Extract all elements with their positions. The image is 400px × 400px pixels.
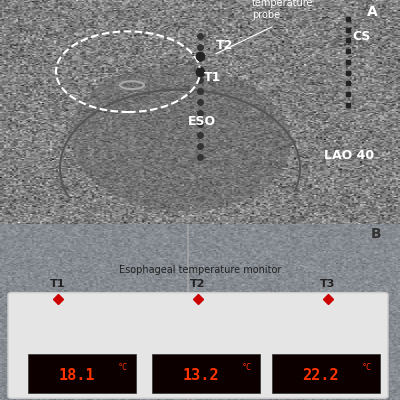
- Text: T2: T2: [190, 279, 206, 289]
- Text: CS: CS: [352, 30, 370, 43]
- Text: °C: °C: [362, 363, 372, 372]
- Text: A: A: [367, 5, 377, 19]
- Text: °C: °C: [242, 363, 252, 372]
- Bar: [152, 354, 260, 393]
- Text: 18.1: 18.1: [58, 368, 95, 383]
- Text: B: B: [371, 227, 381, 241]
- Ellipse shape: [69, 66, 291, 211]
- Text: 13.2: 13.2: [182, 368, 219, 383]
- Text: Esophageal
temperature
probe: Esophageal temperature probe: [252, 0, 314, 20]
- Text: °C: °C: [118, 363, 128, 372]
- FancyBboxPatch shape: [8, 293, 388, 398]
- Text: T1: T1: [50, 279, 66, 289]
- Bar: [272, 354, 380, 393]
- Text: T1: T1: [204, 71, 221, 84]
- Text: LAO 40: LAO 40: [324, 149, 374, 162]
- Text: T2: T2: [216, 39, 233, 52]
- Text: T3: T3: [320, 279, 336, 289]
- Text: 22.2: 22.2: [302, 368, 339, 383]
- Text: ESO: ESO: [188, 116, 216, 128]
- Bar: [28, 354, 136, 393]
- Text: Esophageal temperature monitor: Esophageal temperature monitor: [119, 265, 281, 275]
